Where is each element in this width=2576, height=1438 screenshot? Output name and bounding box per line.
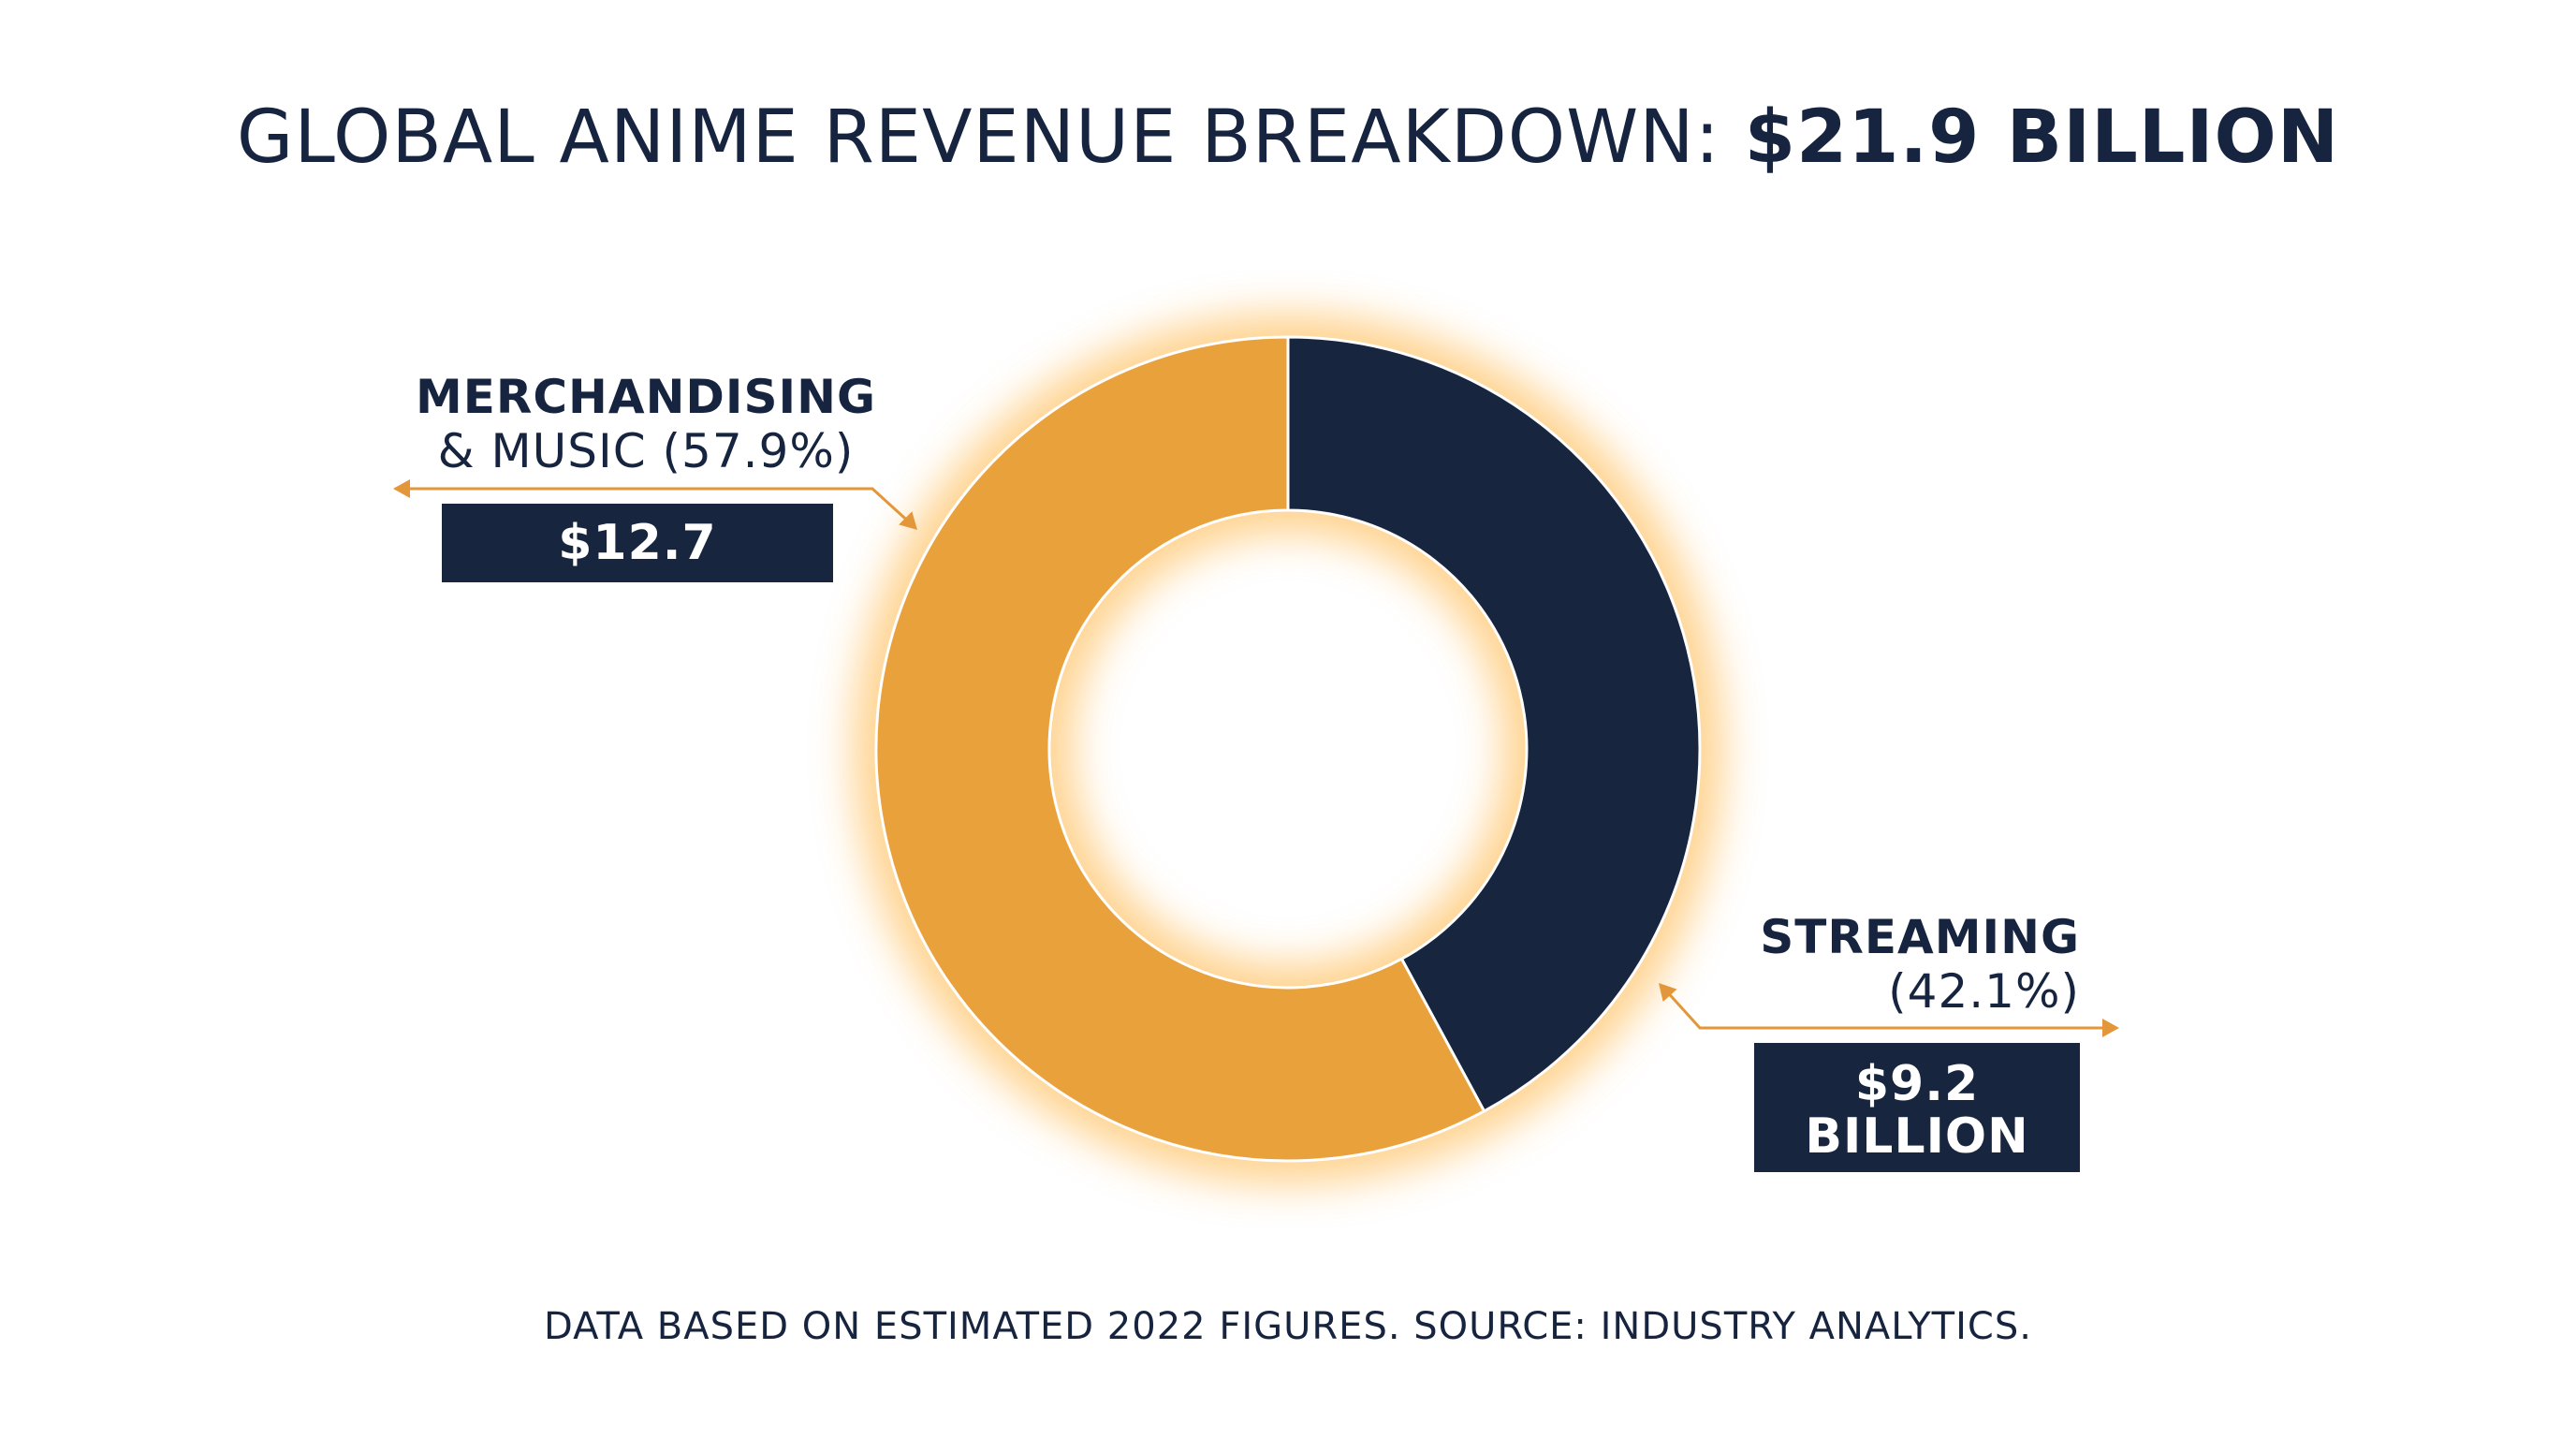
- streaming-value-line2: BILLION: [1805, 1108, 2029, 1165]
- donut-slice-streaming: [1286, 335, 1702, 1113]
- chart-title: GLOBAL ANIME REVENUE BREAKDOWN: $21.9 BI…: [0, 86, 2576, 189]
- merch-leader-line: [395, 487, 915, 528]
- merch-label-line1: MERCHANDISING: [415, 370, 877, 424]
- merch-label: MERCHANDISING & MUSIC (57.9%): [402, 370, 889, 478]
- donut-slice-merchandising: [874, 335, 1486, 1163]
- donut-slices: [874, 335, 1702, 1163]
- merch-label-line2: & MUSIC (57.9%): [437, 424, 855, 478]
- streaming-leader-arrow-right: [2102, 1019, 2119, 1037]
- streaming-label: STREAMING (42.1%): [1610, 910, 2080, 1019]
- merch-value-box: $12.7 BILLION: [442, 504, 833, 650]
- merch-value-label: $12.7 BILLION: [525, 515, 750, 650]
- chart-title-total: $21.9 BILLION: [1744, 95, 2340, 180]
- chart-title-prefix: GLOBAL ANIME REVENUE BREAKDOWN:: [236, 95, 1745, 180]
- merch-leader-arrow-left: [393, 479, 410, 498]
- streaming-leader-line: [1662, 987, 2114, 1030]
- streaming-value-box: $9.2 BILLION: [1754, 1043, 2080, 1172]
- streaming-label-line2: (42.1%): [1888, 964, 2080, 1019]
- streaming-leader-arrow-ring: [1659, 983, 1677, 1003]
- streaming-label-line1: STREAMING: [1760, 910, 2080, 964]
- leader-lines: [393, 479, 2119, 1037]
- footnote: DATA BASED ON ESTIMATED 2022 FIGURES. SO…: [544, 1305, 2032, 1348]
- merch-leader-arrow-ring: [899, 511, 917, 530]
- streaming-value-line1: $9.2: [1854, 1056, 1980, 1112]
